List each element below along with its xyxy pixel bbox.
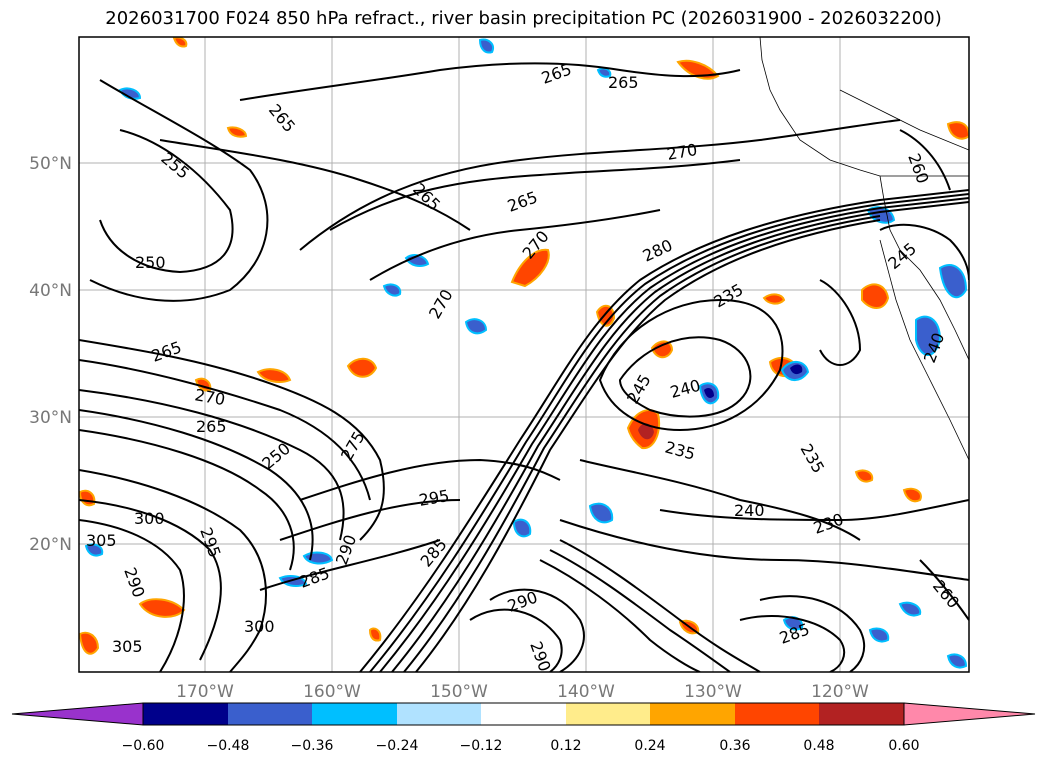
- colorbar-segment: [735, 703, 819, 725]
- colorbar-tick-label: −0.36: [291, 738, 334, 754]
- colorbar-segment: [819, 703, 904, 725]
- colorbar-segment: [143, 703, 228, 725]
- contour-label: 240: [734, 501, 765, 520]
- colorbar-segment: [650, 703, 735, 725]
- colorbar-segment: [312, 703, 397, 725]
- contour-label: 300: [244, 617, 275, 636]
- colorbar-tick-label: −0.24: [376, 738, 419, 754]
- lon-label: 140°W: [557, 682, 615, 702]
- contour-label: 305: [112, 637, 143, 656]
- lat-label: 20°N: [29, 535, 72, 555]
- lat-label: 30°N: [29, 408, 72, 428]
- lat-label: 50°N: [29, 154, 72, 174]
- lon-label: 170°W: [176, 682, 234, 702]
- colorbar-ticks: −0.60 −0.48 −0.36 −0.24 −0.12 0.12 0.24 …: [122, 738, 920, 754]
- colorbar-segment: [397, 703, 481, 725]
- map-area: [79, 37, 969, 672]
- contour-label: 265: [608, 73, 639, 92]
- coastline: [759, 37, 969, 461]
- lon-label: 150°W: [430, 682, 488, 702]
- colorbar-tick-label: 0.24: [634, 738, 665, 754]
- latitude-labels: 50°N 40°N 30°N 20°N: [29, 154, 72, 555]
- graticule: [79, 37, 969, 672]
- map-border: [78, 36, 970, 673]
- contour-label: 265: [196, 417, 227, 436]
- lat-label: 40°N: [29, 281, 72, 301]
- lon-label: 160°W: [303, 682, 361, 702]
- colorbar-extend-left: [11, 702, 144, 726]
- colorbar-tick-label: 0.36: [719, 738, 750, 754]
- colorbar-segment: [481, 703, 566, 725]
- colorbar: −0.60 −0.48 −0.36 −0.24 −0.12 0.12 0.24 …: [11, 702, 1036, 754]
- colorbar-tick-label: −0.12: [460, 738, 503, 754]
- refractivity-contours: [79, 62, 969, 672]
- contour-label: 250: [135, 253, 166, 272]
- lon-label: 130°W: [684, 682, 742, 702]
- colorbar-extend-right: [903, 702, 1036, 726]
- colorbar-tick-label: −0.60: [122, 738, 165, 754]
- colorbar-segment: [228, 703, 312, 725]
- colorbar-segment: [566, 703, 650, 725]
- colorbar-tick-label: 0.12: [550, 738, 581, 754]
- colorbar-tick-label: 0.48: [803, 738, 834, 754]
- colorbar-tick-label: 0.60: [888, 738, 919, 754]
- map-title: 2026031700 F024 850 hPa refract., river …: [105, 8, 942, 29]
- contour-label: 300: [134, 509, 165, 528]
- colorbar-tick-label: −0.48: [207, 738, 250, 754]
- contour-label: 305: [86, 531, 117, 550]
- longitude-labels: 170°W 160°W 150°W 140°W 130°W 120°W: [176, 682, 869, 702]
- lon-label: 120°W: [811, 682, 869, 702]
